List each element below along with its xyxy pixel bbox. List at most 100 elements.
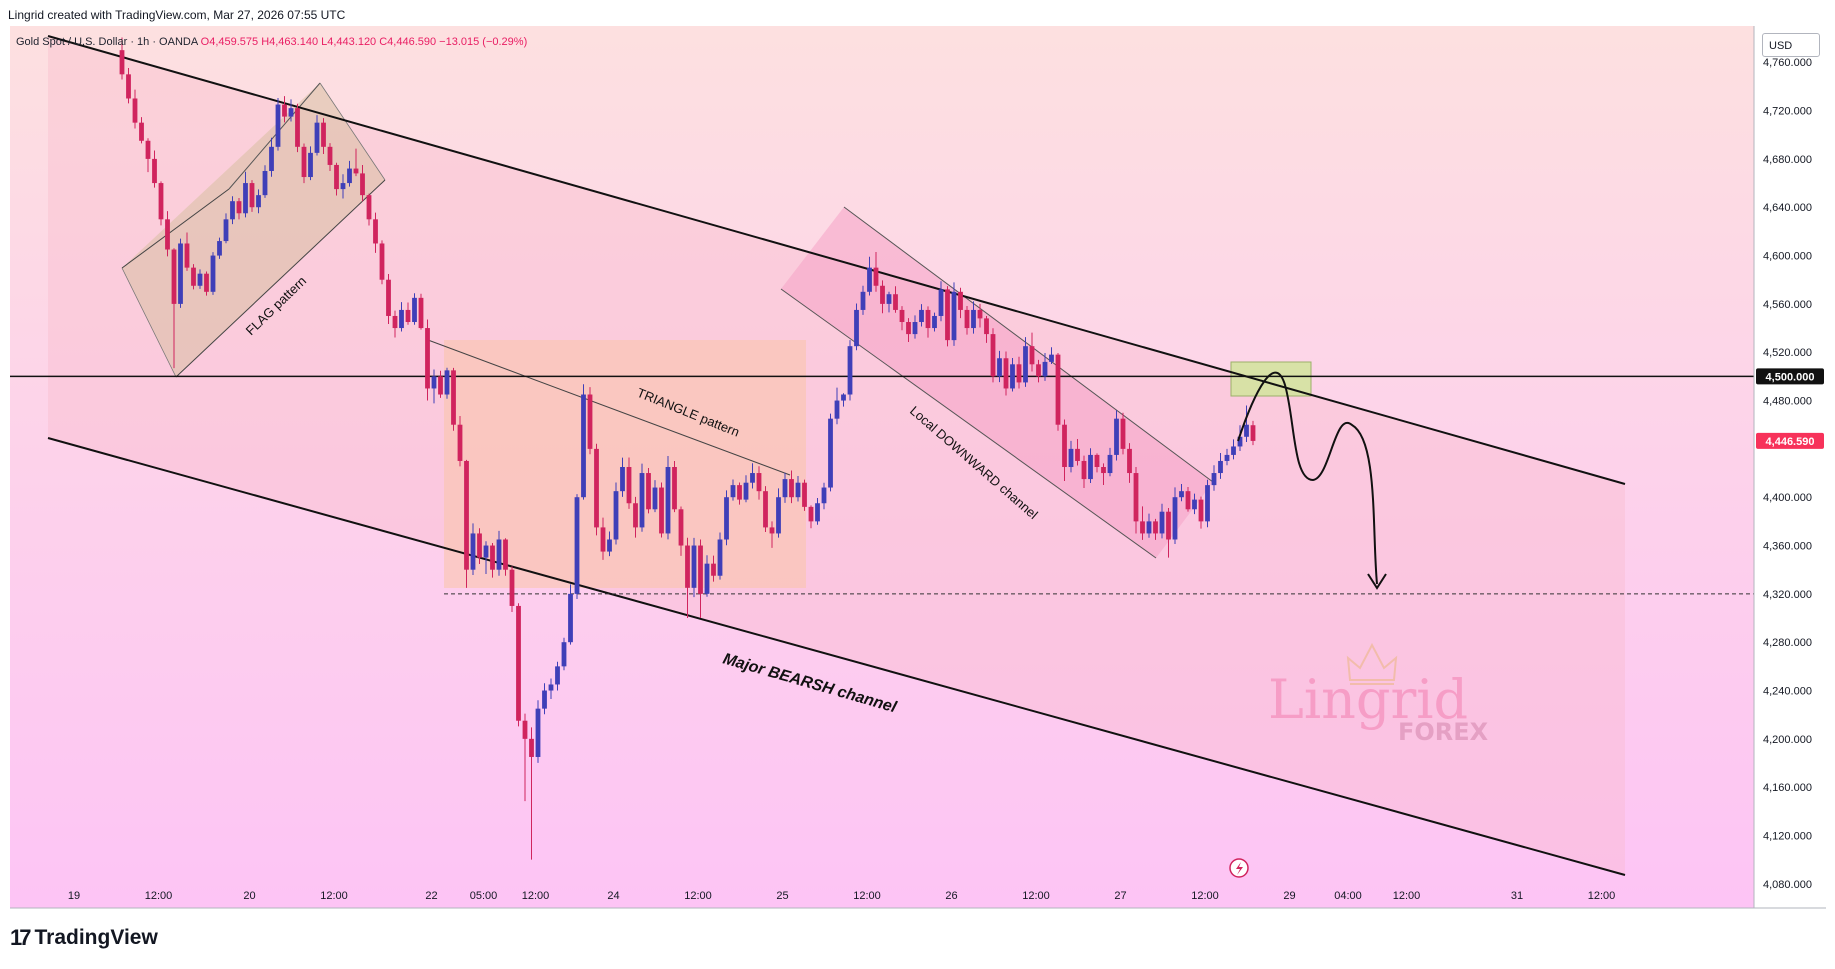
level-4500-label: 4,500.000 (1766, 371, 1815, 383)
candle-body (373, 219, 378, 244)
watermark-lingrid: Lingrid (1268, 668, 1469, 731)
candle-body (295, 108, 300, 147)
price-tick-label: 4,280.000 (1763, 637, 1812, 649)
candle-body (327, 146, 333, 165)
candle-body (386, 279, 391, 316)
candle-body (457, 424, 463, 461)
tradingview-logo[interactable]: 17 TradingView (10, 925, 158, 951)
price-tick-label: 4,240.000 (1763, 686, 1812, 698)
candle-body (1081, 460, 1087, 480)
candle-body (1218, 460, 1223, 474)
candle-body (340, 183, 346, 190)
candle-body (984, 318, 989, 335)
candle-body (600, 527, 606, 552)
candle-body (997, 358, 1002, 377)
price-tick-label: 4,600.000 (1763, 251, 1812, 263)
candle-body (483, 545, 489, 558)
flag-right-line (319, 82, 386, 181)
candle-body (867, 267, 872, 292)
candle-body (152, 158, 157, 184)
candle-body (1101, 467, 1106, 474)
candle-body (412, 297, 417, 323)
candle-body (763, 491, 768, 528)
candle-body (1146, 521, 1152, 534)
candle-body (1250, 425, 1256, 441)
candle-body (769, 527, 775, 534)
candle-body (171, 249, 177, 304)
flag-pattern-fill (122, 83, 385, 377)
time-axis-ticks: 19 12:00 20 12:00 22 05:00 12:00 24 12:00 25 12:00… (68, 890, 1615, 902)
time-tick-label: 12:00 (320, 890, 348, 902)
candle-body (542, 690, 547, 709)
time-tick-label: 22 (425, 890, 437, 902)
candle-body (717, 539, 723, 576)
last-price-tag[interactable]: 4,446.590 (1756, 432, 1824, 449)
candle-body (724, 497, 729, 540)
time-tick-label: 19 (68, 890, 80, 902)
candle-body (1205, 485, 1210, 522)
candle-body (737, 485, 742, 500)
time-tick-label: 12:00 (522, 890, 550, 902)
candle-body (210, 255, 216, 292)
time-tick-label: 27 (1114, 890, 1126, 902)
candle-body (490, 545, 495, 570)
flash-icon[interactable] (1229, 858, 1249, 878)
candle-body (912, 322, 918, 335)
level-4500-tag[interactable]: 4,500.000 (1756, 368, 1824, 385)
candle-body (353, 168, 359, 174)
candle-body (256, 195, 261, 208)
candle-body (132, 98, 138, 123)
candle-body (880, 285, 885, 304)
candle-body (314, 122, 320, 153)
candle-body (646, 473, 651, 510)
candle-body (1244, 424, 1249, 437)
flag-left-line (121, 267, 177, 378)
candle-body (1159, 511, 1165, 534)
candle-body (230, 201, 235, 220)
candle-body (1133, 473, 1139, 522)
time-tick-label: 12:00 (1393, 890, 1421, 902)
candle-body (451, 370, 456, 425)
candle-body (626, 467, 632, 504)
candle-body (1120, 418, 1126, 449)
candle-body (503, 539, 508, 570)
candle-body (815, 503, 820, 522)
candle-body (1055, 354, 1061, 425)
time-tick-label: 20 (243, 890, 255, 902)
currency-selector[interactable]: USD (1762, 33, 1820, 57)
candle-body (821, 487, 827, 504)
candle-body (620, 467, 625, 492)
candle-body (1172, 497, 1178, 540)
candle-body (873, 267, 879, 286)
price-axis[interactable] (1754, 26, 1826, 908)
candle-body (431, 376, 437, 389)
candle-body (178, 243, 183, 304)
candle-body (698, 545, 703, 594)
candle-body (685, 545, 690, 588)
candle-body (392, 315, 398, 329)
flag-upper-line (228, 82, 321, 190)
candle-body (269, 146, 274, 171)
candle-body (1062, 424, 1067, 467)
candle-body (308, 152, 313, 178)
candle-body (288, 108, 294, 117)
candle-body (347, 168, 352, 184)
candle-body (932, 315, 937, 329)
triangle-upper-line (427, 339, 791, 476)
candle-body (366, 195, 372, 220)
major-channel-lower (47, 437, 1626, 876)
candle-body (1094, 454, 1100, 467)
candle-body (1049, 354, 1054, 362)
candle-body (1192, 499, 1197, 510)
flag-upper-left (121, 188, 230, 269)
time-tick-label: 31 (1511, 890, 1523, 902)
candle-body (282, 104, 287, 117)
candle-body (1107, 454, 1113, 474)
candle-body (405, 309, 411, 323)
candle-body (607, 539, 612, 552)
price-tick-label: 4,480.000 (1763, 396, 1812, 408)
candle-body (1211, 473, 1217, 486)
candle-body (802, 482, 807, 507)
price-tick-label: 4,120.000 (1763, 831, 1812, 843)
